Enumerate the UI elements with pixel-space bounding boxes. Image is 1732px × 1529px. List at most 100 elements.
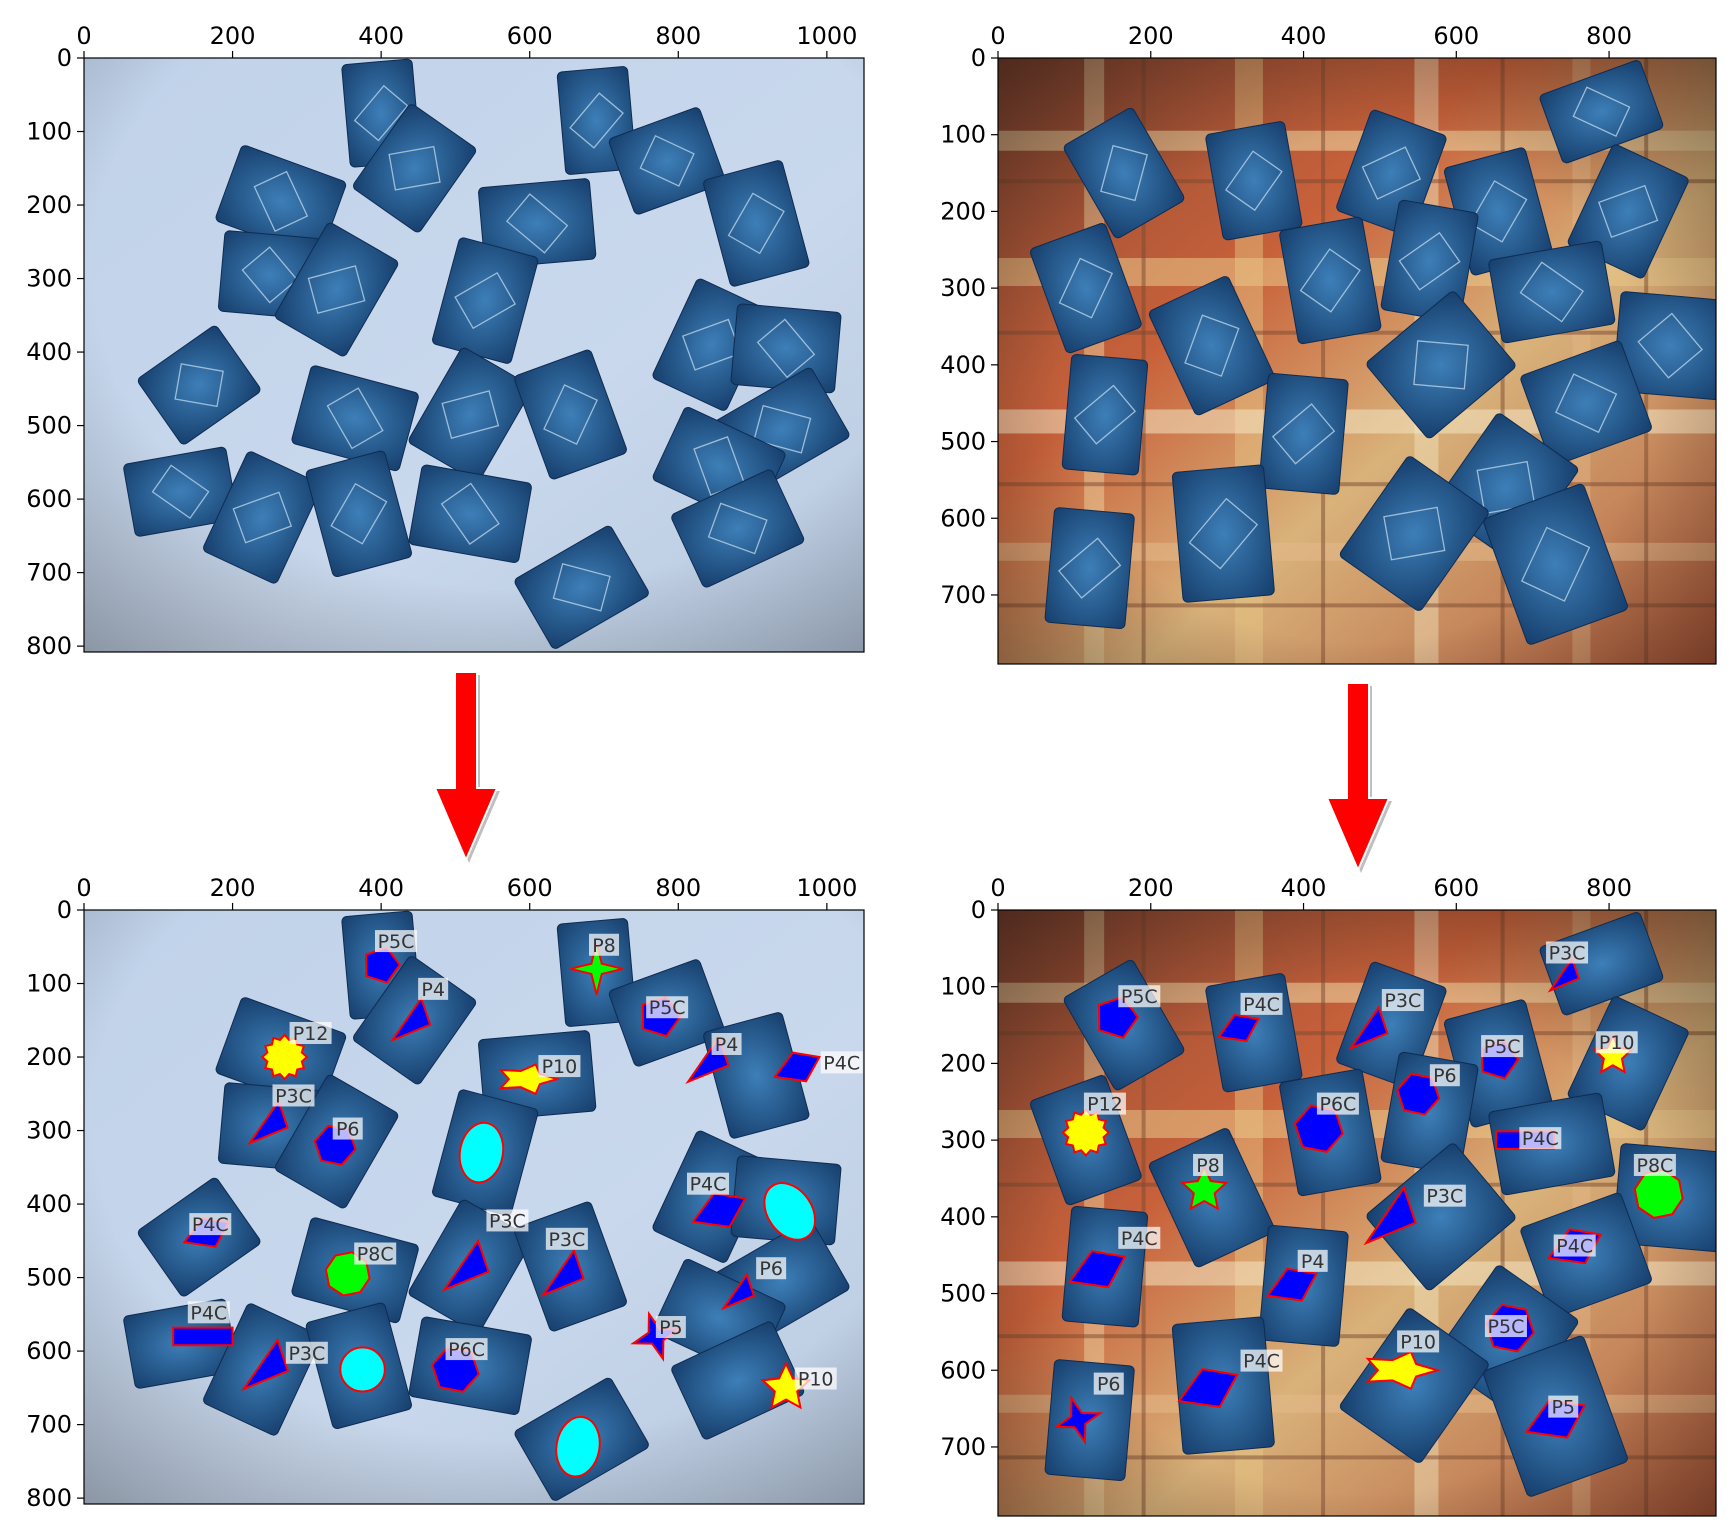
svg-text:P12: P12 [293,1023,329,1045]
x-tick-label: 0 [76,874,91,902]
x-tick-label: 800 [655,22,701,50]
y-tick-label: 0 [971,896,986,924]
shape-label: P5 [1548,1395,1579,1419]
detected-shape [458,1121,505,1184]
x-tick-label: 200 [210,874,256,902]
card [1339,1308,1489,1463]
y-tick-label: 100 [940,121,986,149]
y-tick-label: 800 [26,1484,72,1512]
x-tick-label: 600 [1433,874,1479,902]
y-tick-label: 700 [940,1433,986,1461]
card [137,325,261,445]
detected-shape [720,1272,756,1311]
shape-label: P4C [1118,1226,1161,1250]
svg-text:P3C: P3C [1426,1186,1463,1208]
svg-text:P6C: P6C [448,1339,485,1361]
svg-text:P5C: P5C [649,997,686,1019]
y-tick-label: 100 [26,970,72,998]
photo: P5C P4 P8 P5C P12 P4 P10 P4C P3C P6 P4C P4C P3C P3C P8… [84,910,864,1504]
y-tick-label: 500 [26,1264,72,1292]
detected-shape [691,1192,747,1228]
svg-text:P4: P4 [1301,1251,1325,1273]
svg-text:P3C: P3C [288,1343,325,1365]
shape-label: P10 [1595,1031,1638,1054]
shape-label: P5C [646,996,689,1019]
y-tick-label: 600 [26,485,72,513]
card [408,464,532,563]
shape-label: P8C [354,1242,397,1266]
x-tick-label: 0 [990,22,1005,50]
panel-top-right: 0 200 400 600 800 0 100 200 300 400 500 600 700 [940,22,1717,665]
detected-shape [1180,1164,1229,1211]
y-tick-label: 300 [940,1126,986,1154]
svg-text:P5C: P5C [1484,1036,1521,1058]
y-tick-label: 400 [940,1203,986,1231]
shape-label: P4C [687,1172,729,1196]
card [1171,464,1275,603]
card [353,104,477,233]
shape-label: P5C [1484,1315,1527,1338]
detected-shape [246,1098,289,1146]
detected-shape [1633,1168,1684,1219]
card [274,222,399,357]
svg-text:P3C: P3C [1384,990,1421,1012]
shape-label: P4 [418,977,449,1001]
detected-shape [773,1051,821,1083]
card [730,303,842,394]
shape-label: P5C [1481,1035,1524,1058]
photo: P3C P5C P4C P3C P5C P10 P6 P12 P6C P4C P8 P8C P3C P4C… [998,910,1716,1516]
y-tick-label: 800 [26,632,72,660]
shape-label: P5C [375,930,417,953]
y-tick-label: 0 [57,44,72,72]
y-tick-label: 400 [940,351,986,379]
x-tick-label: 400 [1281,22,1327,50]
x-tick-label: 200 [1128,874,1174,902]
card [1061,353,1149,476]
shape-label: P5 [655,1316,686,1339]
card [1366,291,1516,439]
shape-label: P6 [1093,1372,1124,1396]
detected-shape [570,942,623,995]
card [1063,107,1185,239]
y-tick-label: 700 [940,581,986,609]
svg-text:P8C: P8C [357,1244,394,1266]
y-tick-label: 0 [57,896,72,924]
svg-text:P12: P12 [1087,1094,1123,1116]
svg-text:P5C: P5C [1121,986,1158,1008]
y-tick-label: 400 [26,338,72,366]
card [1339,456,1489,611]
y-tick-label: 300 [26,1117,72,1145]
detected-shape [1068,1250,1127,1289]
shape-label: P3C [545,1227,588,1251]
svg-text:P4C: P4C [1556,1236,1593,1258]
detected-shape [240,1337,290,1392]
svg-text:P4C: P4C [1243,994,1280,1016]
y-tick-label: 400 [26,1190,72,1218]
x-tick-label: 400 [358,874,404,902]
y-tick-label: 100 [26,118,72,146]
svg-text:P6: P6 [1097,1374,1121,1396]
detected-shape [1216,1013,1261,1042]
svg-text:P6: P6 [759,1258,783,1280]
svg-text:P5C: P5C [378,931,415,953]
detected-shape [1365,1350,1442,1390]
svg-text:P4C: P4C [1243,1351,1280,1373]
shape-label: P3C [272,1084,315,1107]
x-tick-label: 200 [210,22,256,50]
card [123,446,238,537]
svg-text:P4: P4 [715,1034,739,1056]
x-tick-label: 400 [1281,874,1327,902]
down-arrow-left [433,671,500,863]
svg-text:P10: P10 [798,1368,834,1390]
card [1483,483,1628,645]
panel-bottom-left: P5C P4 P8 P5C P12 P4 P10 P4C P3C P6 P4C P4C P3C P3C P8… [26,874,865,1512]
card [408,347,532,482]
photo [998,58,1716,664]
shape-label: P12 [289,1021,332,1045]
card [215,145,347,258]
shape-label: P4C [189,1213,232,1236]
axes-frame [997,909,1717,1517]
x-tick-label: 0 [76,22,91,50]
card [291,365,419,472]
